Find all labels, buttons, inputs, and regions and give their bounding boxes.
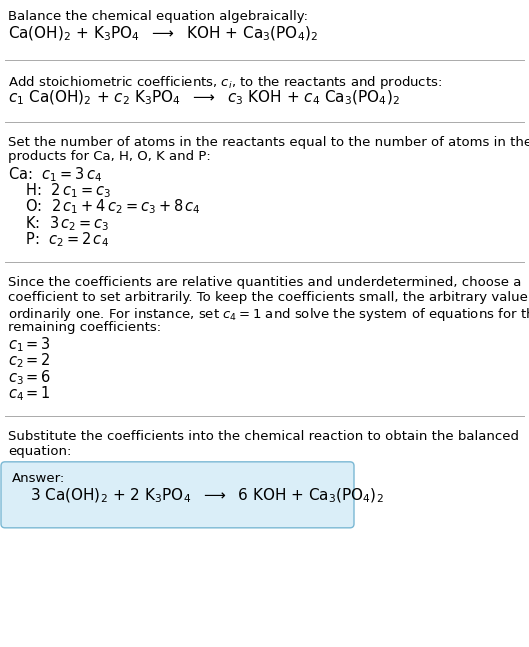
- Text: Answer:: Answer:: [12, 472, 65, 485]
- Text: K:  $3\,c_2 = c_3$: K: $3\,c_2 = c_3$: [16, 214, 110, 232]
- Text: Ca:  $c_1 = 3\,c_4$: Ca: $c_1 = 3\,c_4$: [8, 165, 102, 184]
- FancyBboxPatch shape: [1, 462, 354, 528]
- Text: remaining coefficients:: remaining coefficients:: [8, 320, 161, 334]
- Text: Ca(OH)$_2$ + K$_3$PO$_4$  $\longrightarrow$  KOH + Ca$_3$(PO$_4$)$_2$: Ca(OH)$_2$ + K$_3$PO$_4$ $\longrightarro…: [8, 25, 318, 43]
- Text: Balance the chemical equation algebraically:: Balance the chemical equation algebraica…: [8, 10, 308, 23]
- Text: Add stoichiometric coefficients, $c_i$, to the reactants and products:: Add stoichiometric coefficients, $c_i$, …: [8, 74, 442, 91]
- Text: Since the coefficients are relative quantities and underdetermined, choose a: Since the coefficients are relative quan…: [8, 276, 522, 289]
- Text: H:  $2\,c_1 = c_3$: H: $2\,c_1 = c_3$: [16, 181, 111, 200]
- Text: $c_4 = 1$: $c_4 = 1$: [8, 384, 51, 403]
- Text: $c_2 = 2$: $c_2 = 2$: [8, 351, 51, 370]
- Text: O:  $2\,c_1 + 4\,c_2 = c_3 + 8\,c_4$: O: $2\,c_1 + 4\,c_2 = c_3 + 8\,c_4$: [16, 197, 201, 216]
- Text: $c_3 = 6$: $c_3 = 6$: [8, 368, 51, 386]
- Text: Substitute the coefficients into the chemical reaction to obtain the balanced: Substitute the coefficients into the che…: [8, 430, 519, 443]
- Text: $c_1 = 3$: $c_1 = 3$: [8, 335, 51, 354]
- Text: ordinarily one. For instance, set $c_4 = 1$ and solve the system of equations fo: ordinarily one. For instance, set $c_4 =…: [8, 306, 529, 323]
- Text: coefficient to set arbitrarily. To keep the coefficients small, the arbitrary va: coefficient to set arbitrarily. To keep …: [8, 291, 529, 304]
- Text: $c_1$ Ca(OH)$_2$ + $c_2$ K$_3$PO$_4$  $\longrightarrow$  $c_3$ KOH + $c_4$ Ca$_3: $c_1$ Ca(OH)$_2$ + $c_2$ K$_3$PO$_4$ $\l…: [8, 89, 400, 107]
- Text: equation:: equation:: [8, 445, 71, 458]
- Text: 3 Ca(OH)$_2$ + 2 K$_3$PO$_4$  $\longrightarrow$  6 KOH + Ca$_3$(PO$_4$)$_2$: 3 Ca(OH)$_2$ + 2 K$_3$PO$_4$ $\longright…: [30, 487, 384, 505]
- Text: P:  $c_2 = 2\,c_4$: P: $c_2 = 2\,c_4$: [16, 230, 109, 249]
- Text: products for Ca, H, O, K and P:: products for Ca, H, O, K and P:: [8, 150, 211, 163]
- Text: Set the number of atoms in the reactants equal to the number of atoms in the: Set the number of atoms in the reactants…: [8, 136, 529, 149]
